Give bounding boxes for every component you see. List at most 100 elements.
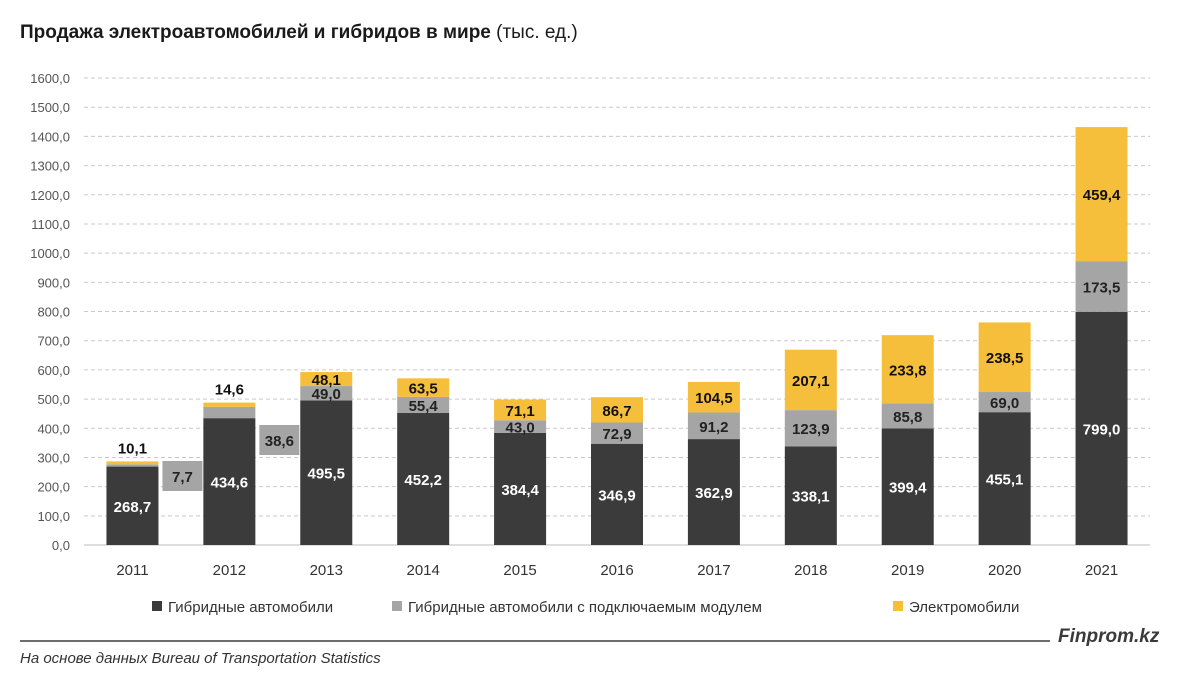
bar-segment xyxy=(106,461,159,465)
bar-segment xyxy=(784,410,837,447)
data-label-hybrid: 495,5 xyxy=(307,466,345,483)
y-tick-label: 800,0 xyxy=(37,305,70,320)
bar-segment xyxy=(1075,127,1128,262)
bar-segment xyxy=(203,406,256,419)
bar-segment xyxy=(978,322,1031,393)
bar-segment xyxy=(300,386,353,401)
data-label-hybrid: 384,4 xyxy=(501,482,539,499)
data-label-hybrid: 338,1 xyxy=(792,489,830,506)
data-label-hybrid: 434,6 xyxy=(211,475,249,492)
legend-label: Гибридные автомобили xyxy=(168,599,333,616)
x-tick-label: 2014 xyxy=(406,562,439,579)
y-tick-label: 1000,0 xyxy=(30,246,70,261)
y-tick-label: 400,0 xyxy=(37,421,70,436)
data-label-hybrid: 362,9 xyxy=(695,485,733,502)
bar-segment xyxy=(687,439,740,545)
chart-title-main: Продажа электроавтомобилей и гибридов в … xyxy=(20,22,491,43)
data-label-ev: 238,5 xyxy=(986,350,1024,367)
bar-segment xyxy=(494,399,547,421)
data-label-plugin-callout xyxy=(259,425,300,455)
y-tick-label: 1400,0 xyxy=(30,129,70,144)
data-label-plugin: 69,0 xyxy=(990,395,1019,412)
legend-label: Электромобили xyxy=(909,599,1019,616)
bar-segment xyxy=(591,443,643,545)
data-label-ev: 63,5 xyxy=(409,381,438,398)
bar-segment xyxy=(397,378,450,397)
x-tick-label: 2011 xyxy=(116,562,148,579)
x-tick-label: 2019 xyxy=(891,562,924,579)
x-tick-label: 2016 xyxy=(600,562,633,579)
data-label-plugin: 55,4 xyxy=(409,398,439,415)
y-tick-label: 900,0 xyxy=(37,275,70,290)
legend-swatch xyxy=(392,601,402,611)
footer-divider xyxy=(20,640,1050,642)
bar-segment xyxy=(687,381,740,413)
data-label-ev: 207,1 xyxy=(792,373,830,390)
data-label-hybrid: 346,9 xyxy=(598,487,636,504)
x-tick-label: 2021 xyxy=(1085,562,1118,579)
data-label-hybrid: 452,2 xyxy=(404,472,442,489)
y-tick-label: 300,0 xyxy=(37,450,70,465)
data-label-hybrid: 455,1 xyxy=(986,472,1024,489)
data-label-hybrid: 399,4 xyxy=(889,480,927,497)
data-label-plugin: 173,5 xyxy=(1083,279,1121,296)
y-tick-label: 1500,0 xyxy=(30,100,70,115)
brand-logo-text: Finprom.kz xyxy=(1058,626,1160,647)
y-tick-label: 600,0 xyxy=(37,363,70,378)
bar-segment xyxy=(591,422,643,444)
bar-segment xyxy=(203,418,256,545)
data-label-ev: 104,5 xyxy=(695,390,733,407)
y-tick-label: 1100,0 xyxy=(31,217,70,232)
y-tick-label: 1300,0 xyxy=(30,159,70,174)
x-tick-label: 2013 xyxy=(310,562,343,579)
bar-segment xyxy=(784,446,837,545)
bar-segment xyxy=(106,466,159,545)
data-label-hybrid: 799,0 xyxy=(1083,421,1121,438)
stacked-bar-chart: 0,0 100,0 200,0 300,0 400,0 500,0 600,0 700,0 80… xyxy=(30,71,1150,616)
bar-segment xyxy=(1075,261,1128,312)
data-label-plugin: 43,0 xyxy=(505,420,534,437)
data-label-plugin: 123,9 xyxy=(792,421,830,438)
y-tick-label: 0,0 xyxy=(52,538,70,553)
data-label-ev: 233,8 xyxy=(889,362,927,379)
y-tick-label: 500,0 xyxy=(37,392,70,407)
source-note: На основе данных Bureau of Transportatio… xyxy=(20,650,381,667)
bar-segment xyxy=(591,397,643,423)
y-tick-label: 200,0 xyxy=(37,480,70,495)
data-label-ev: 14,6 xyxy=(215,382,244,399)
data-label-ev: 459,4 xyxy=(1083,187,1121,204)
data-label-ev: 10,1 xyxy=(118,440,147,457)
bar-segment xyxy=(1075,311,1128,545)
bar-segment xyxy=(397,396,450,414)
bar-segment xyxy=(784,349,837,411)
bar-segment xyxy=(397,413,450,545)
bar-segment xyxy=(881,335,934,404)
bar-segment xyxy=(106,464,159,467)
data-label-plugin: 72,9 xyxy=(602,426,631,443)
bar-segment xyxy=(300,372,353,387)
data-label-hybrid: 268,7 xyxy=(114,499,152,516)
bar-segment xyxy=(203,402,256,407)
chart-title: Продажа электроавтомобилей и гибридов в … xyxy=(20,22,578,44)
legend-swatch xyxy=(893,601,903,611)
y-tick-label: 1200,0 xyxy=(30,188,70,203)
x-tick-label: 2012 xyxy=(213,562,246,579)
y-tick-label: 100,0 xyxy=(37,509,70,524)
bar-segment xyxy=(978,392,1031,413)
y-tick-label: 1600,0 xyxy=(30,71,70,86)
data-label-ev: 71,1 xyxy=(505,403,534,420)
y-tick-label: 700,0 xyxy=(37,334,70,349)
bar-segment xyxy=(881,403,934,429)
data-label-ev: 48,1 xyxy=(312,372,341,389)
bar-segment xyxy=(300,400,353,545)
x-tick-label: 2018 xyxy=(794,562,827,579)
legend-swatch xyxy=(152,601,162,611)
bar-segment xyxy=(494,420,547,433)
data-label-plugin: 85,8 xyxy=(893,409,922,426)
chart-title-unit: (тыс. ед.) xyxy=(496,22,578,43)
x-tick-label: 2015 xyxy=(503,562,536,579)
data-label-ev: 86,7 xyxy=(602,403,631,420)
data-label-plugin: 7,7 xyxy=(172,469,193,486)
bar-segment xyxy=(978,412,1031,545)
bar-segment xyxy=(881,428,934,545)
